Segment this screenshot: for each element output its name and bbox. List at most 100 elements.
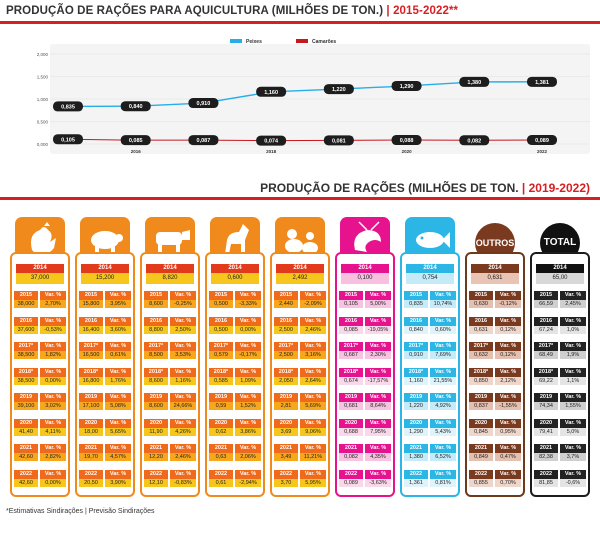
year-label: 2019: [209, 393, 233, 402]
variation-value: 7,69%: [430, 351, 456, 359]
variation-value: 4,92%: [430, 402, 456, 410]
year-2014-label: 2014: [211, 264, 259, 273]
variation-value: 0,70%: [495, 478, 521, 487]
value-2014: 2,492: [276, 273, 324, 284]
year-label: 2016: [404, 316, 428, 326]
y-tick-label: 0,000: [37, 142, 49, 147]
production-value: 82,38: [534, 453, 558, 461]
var-header: Var. %: [495, 316, 521, 326]
variation-value: 11,21%: [300, 453, 326, 461]
year-label: 2016: [14, 316, 38, 326]
value-2014: 8,820: [146, 273, 194, 284]
value-2014: 65,00: [536, 273, 584, 284]
var-header: Var. %: [365, 418, 391, 428]
year-label: 2018*: [14, 367, 38, 377]
data-label: 1,381: [535, 80, 549, 86]
var-header: Var. %: [235, 342, 261, 351]
production-value: 11,90: [144, 427, 168, 436]
production-value: 8,600: [144, 300, 168, 308]
production-value: 0,855: [469, 478, 493, 487]
variation-value: 5,65%: [105, 427, 131, 436]
variation-value: -1,55%: [495, 402, 521, 410]
aquaculture-chart-svg: 0,000 0,500 1,000 1,500 2,000 2016 2018 2020 202…: [37, 39, 590, 154]
table-row: 2020 Var. % 11,90 4,26%: [142, 418, 198, 437]
variation-value: 2,46%: [300, 325, 326, 334]
year-label: 2019: [404, 393, 428, 402]
value-2014: 0,100: [341, 273, 389, 284]
variation-value: 3,90%: [105, 478, 131, 487]
table-row: 2015 Var. % 0,835 10,74%: [402, 290, 458, 309]
year-label: 2017*: [534, 342, 558, 351]
table-row: 2019 Var. % 17,100 5,08%: [77, 392, 133, 411]
data-label: 0,074: [264, 139, 279, 145]
production-value: 39,100: [14, 402, 38, 410]
var-header: Var. %: [495, 469, 521, 479]
var-header: Var. %: [105, 393, 131, 402]
data-label-bg: [527, 76, 557, 87]
data-label: 0,082: [467, 138, 481, 144]
data-label: 1,290: [400, 84, 414, 90]
year-label: 2019: [534, 393, 558, 402]
variation-value: 0,12%: [495, 325, 521, 334]
table-row: 2022 Var. % 1,361 0,81%: [402, 469, 458, 488]
table-row: 2016 Var. % 0,840 0,60%: [402, 316, 458, 335]
var-header: Var. %: [235, 469, 261, 479]
table-row: 2017* Var. % 38,500 1,82%: [12, 341, 68, 360]
column-peixes: 2014 0,754 2015 Var. % 0,835 10,74% 2016 Var. %…: [400, 252, 460, 497]
var-header: Var. %: [105, 342, 131, 351]
production-value: 15,800: [79, 300, 103, 308]
data-label: 0,081: [332, 138, 346, 144]
year-label: 2021: [144, 444, 168, 453]
table-row: 2020 Var. % 3,69 9,06%: [272, 418, 328, 437]
var-header: Var. %: [40, 444, 66, 453]
table-row: 2020 Var. % 41,40 4,11%: [12, 418, 68, 437]
table-row: 2019 Var. % 0,837 -1,55%: [467, 392, 523, 411]
year-label: 2019: [144, 393, 168, 402]
table-row: 2019 Var. % 74,34 1,55%: [532, 392, 588, 411]
var-header: Var. %: [300, 367, 326, 377]
var-header: Var. %: [235, 393, 261, 402]
table-row: 2019 Var. % 39,100 3,02%: [12, 392, 68, 411]
table-row: 2021 Var. % 42,60 2,82%: [12, 443, 68, 462]
var-header: Var. %: [170, 367, 196, 377]
production-value: 3,49: [274, 453, 298, 461]
chart-title-main: PRODUÇÃO DE RAÇÕES PARA AQUICULTURA (MIL…: [6, 5, 384, 17]
year-label: 2015: [79, 291, 103, 300]
table-row: 2021 Var. % 82,38 3,7%: [532, 443, 588, 462]
table-row: 2016 Var. % 37,600 -0,53%: [12, 316, 68, 335]
variation-value: 5,00%: [365, 300, 391, 308]
production-value: 0,585: [209, 376, 233, 385]
var-header: Var. %: [170, 444, 196, 453]
production-value: 38,000: [14, 300, 38, 308]
year-label: 2017*: [79, 342, 103, 351]
year-label: 2015: [339, 291, 363, 300]
table-row: 2022 Var. % 42,60 0,00%: [12, 469, 68, 488]
table-row: 2021 Var. % 12,20 2,46%: [142, 443, 198, 462]
table-row: 2016 Var. % 2,500 2,46%: [272, 316, 328, 335]
table-title: PRODUÇÃO DE RAÇÕES (MILHÕES DE TON. | 20…: [260, 181, 590, 195]
data-label: 1,160: [264, 90, 278, 96]
production-value: 79,41: [534, 427, 558, 436]
table-row: 2018* Var. % 16,800 1,76%: [77, 367, 133, 386]
var-header: Var. %: [235, 367, 261, 377]
var-header: Var. %: [365, 316, 391, 326]
table-row: 2018* Var. % 0,674 -17,57%: [337, 367, 393, 386]
year-2014-label: 2014: [471, 264, 519, 273]
pig-icon: [91, 231, 123, 254]
variation-value: 21,55%: [430, 376, 456, 385]
year-2014-label: 2014: [276, 264, 324, 273]
data-label-bg: [323, 135, 354, 146]
production-value: 67,24: [534, 325, 558, 334]
column-total: 2014 65,00 2015 Var. % 66,59 2,45% 2016 Var. % 6…: [530, 252, 590, 497]
variation-value: 0,00%: [235, 325, 261, 334]
var-header: Var. %: [105, 316, 131, 326]
variation-value: 5,95%: [300, 478, 326, 487]
variation-value: 0,81%: [430, 478, 456, 487]
data-label-bg: [256, 86, 287, 97]
data-label: 0,087: [197, 138, 211, 144]
var-header: Var. %: [560, 393, 586, 402]
value-2014: 37,000: [16, 273, 64, 284]
year-label: 2017*: [144, 342, 168, 351]
year-label: 2017*: [14, 342, 38, 351]
production-value: 12,20: [144, 453, 168, 461]
